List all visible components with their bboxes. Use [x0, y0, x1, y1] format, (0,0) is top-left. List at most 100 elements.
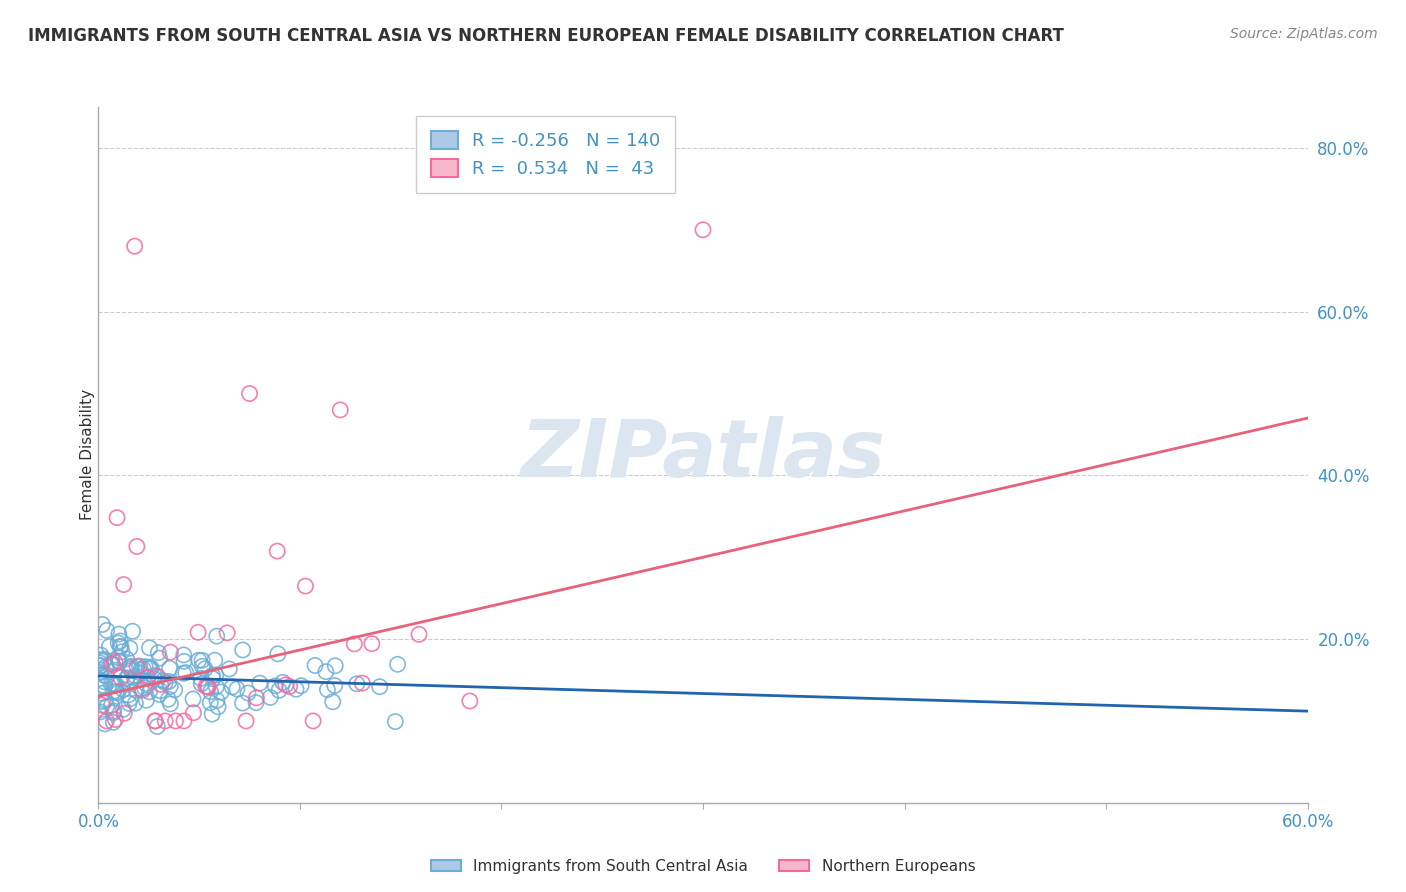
Point [163, 682, 186, 697]
Point [173, 714, 195, 728]
Point [121, 624, 143, 639]
Point [181, 692, 204, 706]
Point [368, 680, 391, 694]
Point [125, 669, 148, 683]
Point [108, 654, 131, 668]
Point [118, 660, 141, 674]
Point [98, 640, 121, 654]
Point [201, 672, 224, 686]
Point [149, 683, 172, 698]
Point [302, 714, 325, 728]
Point [226, 681, 249, 696]
Point [294, 579, 316, 593]
Point [124, 696, 146, 710]
Point [245, 696, 267, 710]
Point [316, 682, 339, 697]
Point [105, 678, 128, 692]
Point [89, 656, 111, 670]
Point [157, 692, 180, 706]
Point [110, 671, 132, 685]
Point [107, 636, 129, 650]
Point [118, 641, 141, 656]
Point [110, 634, 132, 648]
Point [267, 647, 290, 661]
Point [205, 680, 228, 694]
Point [315, 665, 337, 679]
Point [157, 674, 180, 689]
Point [101, 706, 124, 720]
Point [111, 645, 134, 659]
Point [90, 648, 112, 662]
Point [103, 715, 125, 730]
Point [329, 403, 352, 417]
Point [112, 702, 135, 716]
Point [387, 657, 409, 672]
Point [194, 680, 217, 694]
Point [146, 669, 169, 683]
Point [104, 678, 127, 692]
Point [115, 672, 138, 686]
Text: Source: ZipAtlas.com: Source: ZipAtlas.com [1230, 27, 1378, 41]
Point [343, 637, 366, 651]
Point [190, 672, 212, 686]
Text: ZIPatlas: ZIPatlas [520, 416, 886, 494]
Point [89, 653, 111, 667]
Point [101, 684, 124, 698]
Point [148, 646, 170, 660]
Point [159, 661, 181, 675]
Point [96, 699, 118, 714]
Point [153, 714, 176, 728]
Point [183, 706, 205, 720]
Point [264, 679, 287, 693]
Point [135, 676, 157, 690]
Point [159, 697, 181, 711]
Point [143, 668, 166, 682]
Point [96, 624, 118, 638]
Point [129, 665, 152, 680]
Point [120, 662, 142, 676]
Point [115, 671, 138, 685]
Point [100, 657, 122, 671]
Legend: R = -0.256   N = 140, R =  0.534   N =  43: R = -0.256 N = 140, R = 0.534 N = 43 [416, 116, 675, 193]
Point [94, 693, 117, 707]
Point [94, 660, 117, 674]
Point [322, 695, 344, 709]
Point [91, 694, 114, 708]
Point [89, 658, 111, 673]
Point [165, 714, 187, 728]
Point [249, 676, 271, 690]
Point [103, 704, 125, 718]
Point [120, 664, 142, 678]
Point [112, 682, 135, 697]
Legend: Immigrants from South Central Asia, Northern Europeans: Immigrants from South Central Asia, Nort… [425, 853, 981, 880]
Point [285, 682, 308, 697]
Point [128, 659, 150, 673]
Point [290, 679, 312, 693]
Point [125, 683, 148, 698]
Point [124, 239, 146, 253]
Point [148, 687, 170, 701]
Point [141, 661, 163, 675]
Point [93, 679, 115, 693]
Point [408, 627, 430, 641]
Point [352, 676, 374, 690]
Point [124, 671, 146, 685]
Point [236, 686, 259, 700]
Point [360, 637, 382, 651]
Point [232, 643, 254, 657]
Point [323, 679, 346, 693]
Point [692, 223, 714, 237]
Point [239, 386, 262, 401]
Point [204, 653, 226, 667]
Point [384, 714, 406, 729]
Point [235, 714, 257, 728]
Point [201, 668, 224, 682]
Point [139, 661, 162, 675]
Point [112, 577, 135, 591]
Point [271, 675, 294, 690]
Point [138, 640, 160, 655]
Point [100, 698, 122, 713]
Point [107, 650, 129, 665]
Point [195, 680, 218, 694]
Point [138, 660, 160, 674]
